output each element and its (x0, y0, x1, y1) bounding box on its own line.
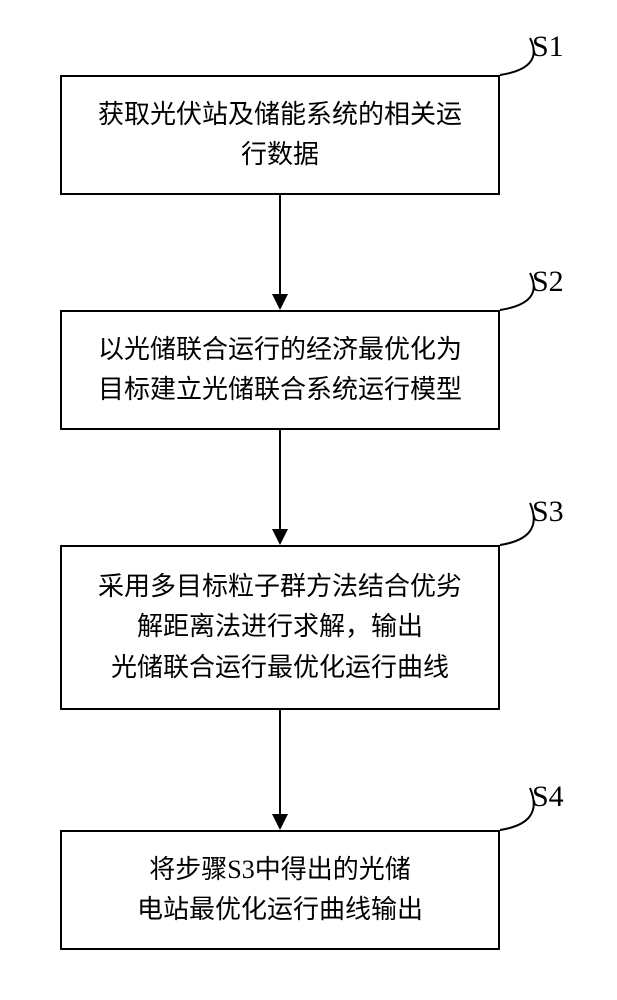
flow-step-text: 获取光伏站及储能系统的相关运 行数据 (98, 95, 462, 176)
leader-line (495, 33, 550, 80)
flow-arrow-line (279, 430, 281, 529)
leader-line (495, 268, 550, 315)
flow-arrow-head (272, 814, 288, 830)
leader-line (495, 498, 550, 550)
leader-line (495, 783, 550, 835)
flow-arrow-line (279, 195, 281, 294)
flow-step-text: 以光储联合运行的经济最优化为 目标建立光储联合系统运行模型 (98, 330, 462, 411)
flow-arrow-head (272, 529, 288, 545)
flow-arrow-line (279, 710, 281, 814)
flowchart-canvas: 获取光伏站及储能系统的相关运 行数据S1以光储联合运行的经济最优化为 目标建立光… (0, 0, 617, 1000)
flow-step-s3: 采用多目标粒子群方法结合优劣 解距离法进行求解，输出 光储联合运行最优化运行曲线 (60, 545, 500, 710)
flow-arrow-head (272, 294, 288, 310)
flow-step-s2: 以光储联合运行的经济最优化为 目标建立光储联合系统运行模型 (60, 310, 500, 430)
flow-step-s1: 获取光伏站及储能系统的相关运 行数据 (60, 75, 500, 195)
flow-step-text: 将步骤S3中得出的光储 电站最优化运行曲线输出 (137, 850, 423, 931)
flow-step-s4: 将步骤S3中得出的光储 电站最优化运行曲线输出 (60, 830, 500, 950)
flow-step-text: 采用多目标粒子群方法结合优劣 解距离法进行求解，输出 光储联合运行最优化运行曲线 (98, 567, 462, 688)
